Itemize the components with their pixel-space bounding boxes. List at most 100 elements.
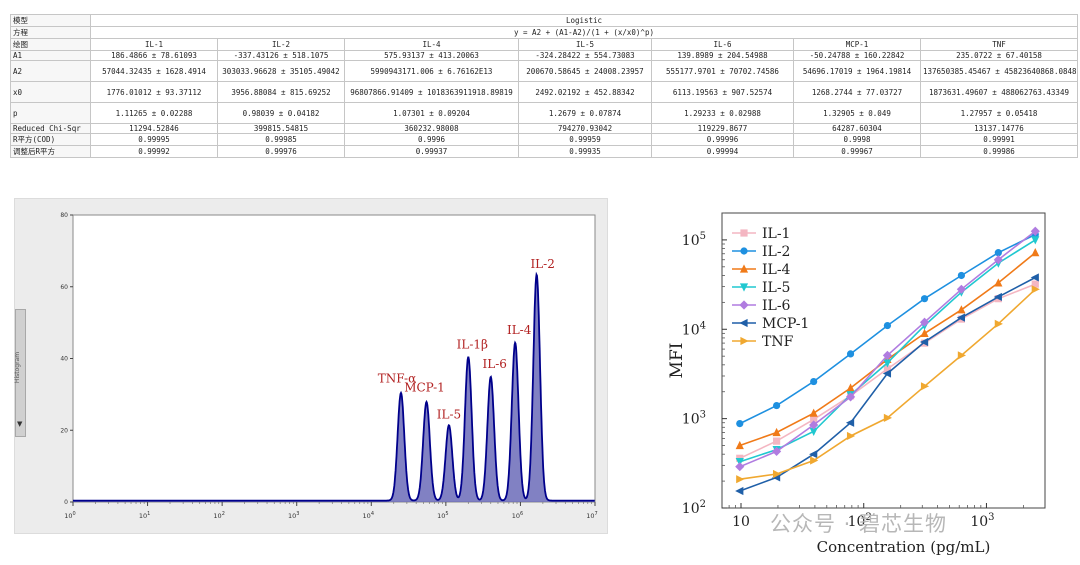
table-cell: 360232.98008 — [344, 123, 519, 134]
chevron-down-icon[interactable]: ▼ — [17, 420, 23, 428]
row-label: x0 — [10, 81, 91, 103]
legend-label: IL-2 — [762, 244, 790, 260]
data-point — [956, 313, 965, 322]
x-tick-exponent: 6 — [520, 511, 523, 517]
x-tick-label: 101 — [139, 511, 150, 520]
column-header: MCP-1 — [793, 38, 921, 51]
table-cell: 399815.54815 — [217, 123, 345, 134]
data-point — [957, 271, 965, 280]
column-header: IL-2 — [217, 38, 345, 51]
plot-area — [72, 214, 596, 503]
data-point — [883, 359, 892, 368]
table-row: x0 1776.01012 ± 93.37112 3956.88084 ± 81… — [10, 81, 1078, 103]
equation-value: y = A2 + (A1-A2)/(1 + (x/x0)^p) — [90, 26, 1078, 39]
model-row: 模型 Logistic — [10, 14, 1078, 27]
x-tick-label: 107 — [586, 511, 597, 520]
legend-label: IL-6 — [762, 298, 791, 314]
data-point — [735, 440, 744, 450]
histogram-side-tab[interactable]: Histogram ▼ — [14, 309, 26, 437]
y-tick-label: 103 — [682, 410, 706, 428]
table-cell: 555177.9701 ± 70702.74586 — [651, 60, 794, 82]
column-header: IL-6 — [651, 38, 794, 51]
row-label: 绘图 — [10, 38, 91, 51]
data-point — [810, 415, 818, 424]
data-point — [1031, 285, 1040, 294]
legend-entry-tnf: TNF — [732, 334, 794, 350]
x-tick-exponent: 2 — [222, 511, 225, 517]
data-point — [772, 427, 781, 437]
x-tick-label: 104 — [363, 511, 374, 520]
data-point — [773, 401, 781, 410]
y-tick-exponent: 5 — [700, 231, 706, 242]
table-cell: 3956.88084 ± 815.69252 — [217, 81, 345, 103]
legend-entry-il-4: IL-4 — [732, 262, 791, 278]
data-point — [883, 321, 892, 330]
y-axis-label: MFI — [667, 343, 687, 379]
data-point — [883, 365, 892, 373]
y-tick-exponent: 4 — [700, 320, 706, 331]
peak-label: IL-4 — [507, 323, 532, 337]
legend-label: IL-1 — [762, 226, 790, 242]
x-tick-exponent: 1 — [147, 511, 150, 517]
legend-marker — [739, 264, 749, 273]
row-label: A2 — [10, 60, 91, 82]
y-tick-label: 0 — [64, 499, 68, 506]
table-cell: 0.99996 — [651, 133, 794, 146]
table-cell: -337.43126 ± 518.1075 — [217, 50, 345, 61]
data-point — [1031, 280, 1039, 288]
column-header: TNF — [920, 38, 1078, 51]
data-point — [846, 350, 855, 358]
data-point — [845, 418, 855, 427]
column-header: IL-4 — [344, 38, 519, 51]
peak-label: IL-1β — [457, 338, 488, 352]
table-cell: 0.99985 — [217, 133, 345, 146]
row-label: p — [10, 102, 91, 124]
data-point — [736, 419, 744, 428]
row-label: A1 — [10, 50, 91, 61]
table-cell: 0.98039 ± 0.04182 — [217, 102, 345, 124]
data-point — [773, 469, 782, 479]
x-tick-exponent: 3 — [988, 512, 994, 523]
table-cell: 0.99995 — [90, 133, 218, 146]
table-cell: 303033.96628 ± 35105.49042 — [217, 60, 345, 82]
table-cell: 0.99986 — [920, 145, 1078, 158]
histogram-panel: 0 20 40 60 80 100 101 102 103 104 105 106 107 TNF-α MC… — [14, 198, 608, 534]
x-tick-label: 105 — [437, 511, 448, 520]
table-row: A1 186.4866 ± 78.61093 -337.43126 ± 518.… — [10, 50, 1078, 61]
x-axis-label: Concentration (pg/mL) — [817, 538, 991, 556]
model-value: Logistic — [90, 14, 1078, 27]
data-point — [920, 382, 930, 391]
x-tick-label: 103 — [970, 512, 994, 530]
table-cell: 57044.32435 ± 1628.4914 — [90, 60, 218, 82]
table-row: A2 57044.32435 ± 1628.4914 303033.96628 … — [10, 60, 1078, 82]
data-point — [919, 317, 930, 327]
x-tick-exponent: 0 — [73, 511, 76, 517]
table-cell: 1.11265 ± 0.02288 — [90, 102, 218, 124]
table-cell: 575.93137 ± 413.20063 — [344, 50, 519, 61]
data-point — [957, 305, 966, 314]
table-cell: 96807866.91409 ± 1018363911918.89819 — [344, 81, 519, 103]
data-point — [994, 319, 1003, 328]
legend-label: IL-5 — [762, 280, 790, 296]
table-cell: 1268.2744 ± 77.03727 — [793, 81, 921, 103]
column-header: IL-1 — [90, 38, 218, 51]
table-cell: 6113.19563 ± 907.52574 — [651, 81, 794, 103]
y-tick-label: 80 — [60, 212, 68, 219]
y-tick-label: 40 — [60, 356, 68, 363]
data-point — [1031, 236, 1040, 245]
legend-label: TNF — [762, 334, 794, 350]
data-point — [735, 486, 744, 496]
fit-parameters-table: 模型 Logistic 方程 y = A2 + (A1-A2)/(1 + (x/… — [10, 14, 1078, 158]
plot-frame — [721, 212, 1046, 509]
peak-label: MCP-1 — [404, 380, 445, 394]
table-cell: 11294.52846 — [90, 123, 218, 134]
y-tick-exponent: 2 — [700, 499, 706, 510]
y-tick-label: 20 — [60, 427, 68, 434]
peak-label: IL-2 — [530, 257, 554, 271]
legend-label: IL-4 — [762, 262, 791, 278]
x-tick-label: 102 — [213, 511, 224, 520]
x-tick-exponent: 5 — [445, 511, 448, 517]
y-tick-label: 105 — [682, 231, 706, 249]
